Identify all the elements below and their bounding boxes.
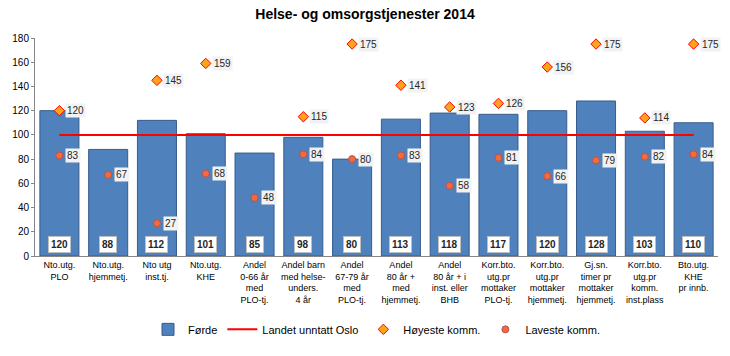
- svg-text:80: 80: [18, 154, 30, 165]
- svg-text:Korr.bto.utg.prmottakerhjemmet: Korr.bto.utg.prmottakerhjemmetj.: [528, 260, 567, 305]
- svg-text:Nto utginst.tj.: Nto utginst.tj.: [142, 260, 171, 282]
- svg-text:98: 98: [297, 239, 309, 250]
- svg-text:120: 120: [67, 105, 84, 116]
- svg-text:Førde: Førde: [188, 324, 217, 336]
- svg-text:60: 60: [18, 178, 30, 189]
- svg-text:103: 103: [636, 239, 653, 250]
- svg-text:Bto.utg.KHEpr innb.: Bto.utg.KHEpr innb.: [678, 260, 709, 293]
- svg-text:112: 112: [148, 239, 165, 250]
- svg-text:Andel0-66 årmedPLO-tj.: Andel0-66 årmedPLO-tj.: [240, 260, 269, 305]
- svg-text:Andel barnmed helse-unders.4 å: Andel barnmed helse-unders.4 år: [281, 260, 326, 305]
- svg-text:Andel80 år +medhjemmetj.: Andel80 år +medhjemmetj.: [381, 260, 420, 305]
- svg-text:160: 160: [12, 57, 29, 68]
- svg-text:68: 68: [214, 168, 226, 179]
- svg-text:120: 120: [539, 239, 556, 250]
- svg-text:58: 58: [458, 180, 470, 191]
- svg-text:175: 175: [360, 39, 377, 50]
- svg-text:118: 118: [441, 239, 458, 250]
- svg-text:48: 48: [263, 192, 275, 203]
- svg-text:84: 84: [311, 149, 323, 160]
- svg-text:Høyeste komm.: Høyeste komm.: [403, 324, 480, 336]
- svg-text:88: 88: [102, 239, 114, 250]
- svg-text:115: 115: [311, 111, 327, 122]
- svg-text:67: 67: [116, 169, 128, 180]
- svg-text:Nto.utg.KHE: Nto.utg.KHE: [190, 260, 222, 282]
- svg-text:175: 175: [702, 39, 719, 50]
- svg-text:110: 110: [685, 239, 702, 250]
- svg-text:140: 140: [12, 81, 29, 92]
- svg-text:Helse- og omsorgstjenester 201: Helse- og omsorgstjenester 2014: [255, 6, 475, 22]
- svg-text:85: 85: [249, 239, 261, 250]
- svg-text:Andel67-79 årmedPLO-tj.: Andel67-79 årmedPLO-tj.: [335, 260, 369, 305]
- svg-text:83: 83: [409, 150, 421, 161]
- svg-text:117: 117: [490, 239, 507, 250]
- svg-text:100: 100: [12, 129, 29, 140]
- svg-text:180: 180: [12, 33, 29, 44]
- svg-text:66: 66: [555, 171, 567, 182]
- svg-text:175: 175: [604, 39, 621, 50]
- svg-text:120: 120: [51, 239, 68, 250]
- svg-text:20: 20: [18, 226, 30, 237]
- svg-text:81: 81: [506, 152, 518, 163]
- svg-text:Nto.utg.PLO: Nto.utg.PLO: [44, 260, 76, 282]
- svg-text:Gj.sn.timer prmottakerhjemmetj: Gj.sn.timer prmottakerhjemmetj.: [577, 260, 616, 305]
- svg-text:Laveste komm.: Laveste komm.: [525, 324, 600, 336]
- svg-text:84: 84: [702, 149, 714, 160]
- svg-text:27: 27: [165, 218, 177, 229]
- svg-text:Landet unntatt Oslo: Landet unntatt Oslo: [262, 324, 358, 336]
- svg-text:141: 141: [409, 80, 426, 91]
- svg-text:126: 126: [506, 98, 523, 109]
- svg-text:120: 120: [12, 105, 29, 116]
- svg-text:159: 159: [214, 58, 231, 69]
- svg-text:Nto.utg.hjemmetj.: Nto.utg.hjemmetj.: [89, 260, 128, 282]
- svg-text:82: 82: [653, 151, 665, 162]
- svg-text:Korr.bto.utg.prmottakerPLO-tj.: Korr.bto.utg.prmottakerPLO-tj.: [481, 260, 516, 305]
- svg-text:113: 113: [392, 239, 409, 250]
- svg-text:Andel80 år + iinst. ellerBHB: Andel80 år + iinst. ellerBHB: [432, 260, 468, 305]
- svg-text:Korr.bto.utg.prkomm.inst.plass: Korr.bto.utg.prkomm.inst.plass: [626, 260, 664, 305]
- svg-text:101: 101: [197, 239, 214, 250]
- svg-text:128: 128: [588, 239, 605, 250]
- svg-text:0: 0: [23, 251, 29, 262]
- svg-text:145: 145: [165, 75, 182, 86]
- svg-text:114: 114: [653, 112, 669, 123]
- svg-text:83: 83: [67, 150, 79, 161]
- svg-text:79: 79: [604, 155, 616, 166]
- svg-text:40: 40: [18, 202, 30, 213]
- svg-text:80: 80: [360, 154, 372, 165]
- svg-text:80: 80: [346, 239, 358, 250]
- svg-text:156: 156: [555, 62, 572, 73]
- svg-text:123: 123: [458, 102, 475, 113]
